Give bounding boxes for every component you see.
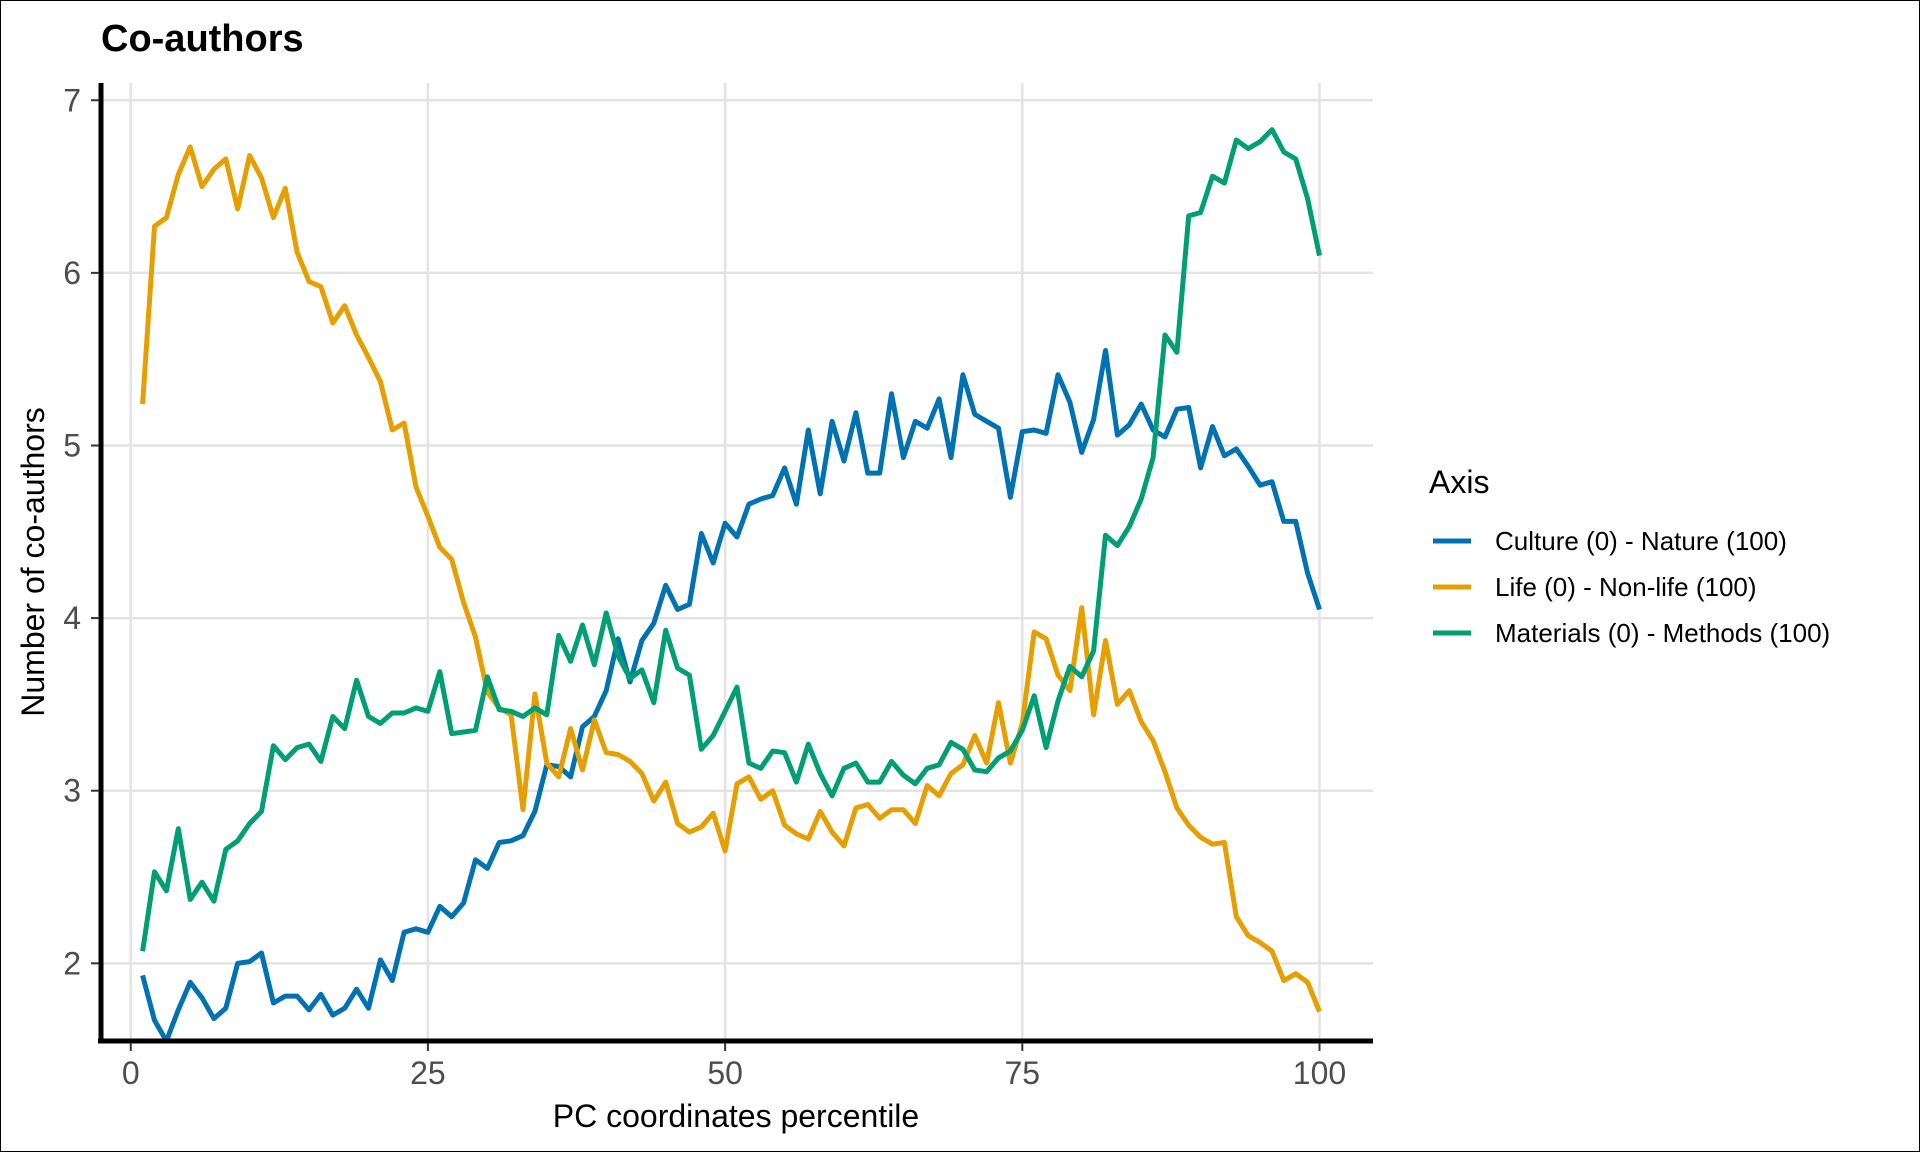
x-tick-label: 75 xyxy=(1005,1055,1041,1091)
y-axis-title: Number of co-authors xyxy=(15,407,51,716)
series-line-3 xyxy=(140,127,1322,952)
legend-items: Culture (0) - Nature (100) Life (0) - Non… xyxy=(1433,526,1830,648)
x-axis-title: PC coordinates percentile xyxy=(553,1098,919,1134)
x-tick-label: 100 xyxy=(1293,1055,1346,1091)
series-line-2 xyxy=(140,144,1322,1013)
y-tick-label: 4 xyxy=(63,600,81,636)
legend: Axis Culture (0) - Nature (100) Life (0) … xyxy=(1429,464,1830,648)
legend-label-2: Life (0) - Non-life (100) xyxy=(1495,572,1757,602)
legend-title: Axis xyxy=(1429,464,1489,500)
legend-label-3: Materials (0) - Methods (100) xyxy=(1495,618,1830,648)
y-tick-label: 6 xyxy=(63,255,81,291)
y-axis-ticks: 2 3 4 5 6 7 xyxy=(63,82,99,981)
y-tick-label: 3 xyxy=(63,773,81,809)
x-tick-label: 50 xyxy=(707,1055,743,1091)
chart-title: Co-authors xyxy=(101,18,304,60)
grid-lines xyxy=(101,83,1373,1041)
y-tick-label: 5 xyxy=(63,427,81,463)
series-line-1 xyxy=(140,348,1322,1044)
x-tick-label: 0 xyxy=(122,1055,140,1091)
legend-label-1: Culture (0) - Nature (100) xyxy=(1495,526,1787,556)
series-lines xyxy=(140,127,1322,1044)
y-tick-label: 2 xyxy=(63,945,81,981)
y-tick-label: 7 xyxy=(63,82,81,118)
x-tick-label: 25 xyxy=(410,1055,446,1091)
x-axis-ticks: 0 25 50 75 100 xyxy=(122,1043,1346,1091)
